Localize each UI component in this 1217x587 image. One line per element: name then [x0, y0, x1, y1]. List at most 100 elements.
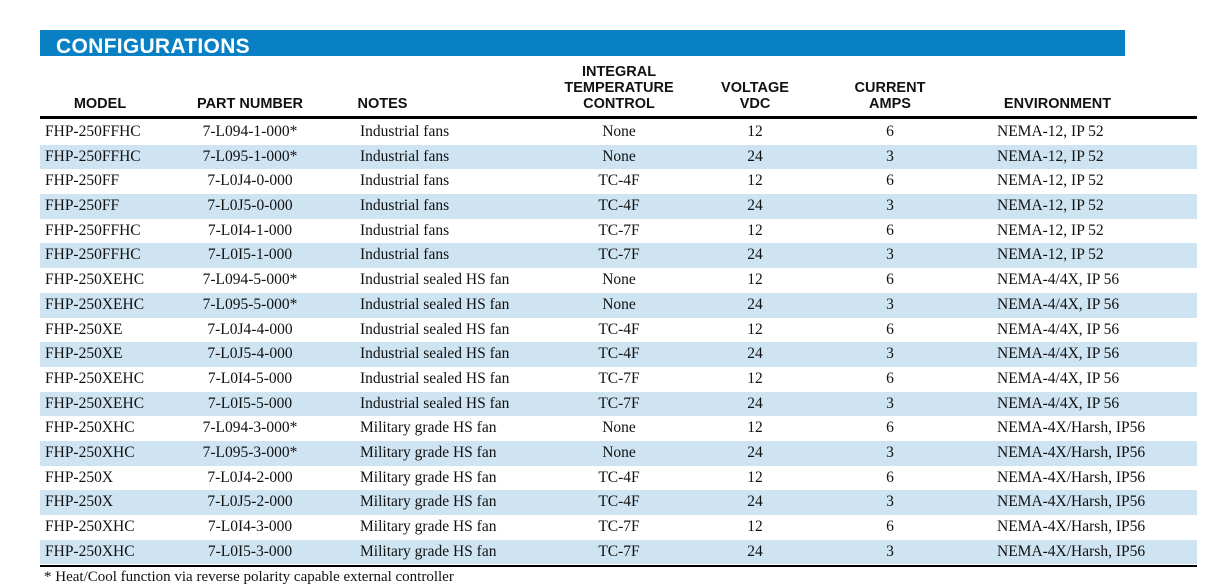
cell-voltage: 12: [747, 123, 763, 140]
cell-notes: Military grade HS fan: [360, 493, 497, 511]
column-header-part-number: PART NUMBER: [196, 96, 304, 112]
cell-part-number: 7-L0J5-0-000: [207, 197, 293, 215]
cell-environment: NEMA-12, IP 52: [997, 147, 1104, 165]
cell-temperature-control: TC-7F: [598, 221, 640, 239]
cell-temperature-control: None: [602, 295, 636, 313]
cell-temperature-control: TC-4F: [598, 197, 640, 215]
table-row: FHP-250XEHC 7-L095-5-000* Industrial seale…: [40, 292, 1197, 318]
column-header-environment: ENVIRONMENT: [1003, 96, 1112, 112]
cell-temperature-control: TC-4F: [598, 468, 640, 486]
table-body: FHP-250FFHC 7-L094-1-000* Industrial fans N…: [40, 120, 1197, 565]
cell-notes: Industrial sealed HS fan: [360, 394, 510, 412]
cell-temperature-control: None: [602, 123, 636, 140]
table-bottom-divider: [40, 565, 1197, 567]
cell-model: FHP-250FF: [45, 197, 120, 215]
cell-part-number: 7-L0J4-2-000: [207, 468, 293, 486]
cell-notes: Industrial sealed HS fan: [360, 320, 510, 338]
table-row: FHP-250X 7-L0J4-2-000 Military grade HS fa…: [40, 466, 1197, 491]
cell-temperature-control: None: [602, 147, 636, 165]
table-header: MODEL PART NUMBER NOTES INTEGRAL TEMPERA…: [40, 60, 1197, 116]
cell-model: FHP-250XE: [45, 345, 123, 363]
cell-model: FHP-250FFHC: [45, 147, 141, 165]
cell-model: FHP-250XHC: [45, 518, 135, 535]
cell-part-number: 7-L0I5-3-000: [207, 542, 293, 560]
cell-environment: NEMA-4X/Harsh, IP56: [997, 443, 1146, 461]
cell-temperature-control: TC-4F: [598, 172, 640, 190]
table-row: FHP-250FFHC 7-L094-1-000* Industrial fans N…: [40, 120, 1197, 145]
table-row: FHP-250XEHC 7-L094-5-000* Industrial seale…: [40, 268, 1197, 293]
cell-current: 3: [886, 542, 894, 560]
cell-part-number: 7-L095-5-000*: [202, 295, 298, 313]
cell-current: 6: [886, 369, 894, 387]
cell-part-number: 7-L095-1-000*: [202, 147, 298, 165]
cell-model: FHP-250FF: [45, 172, 120, 190]
table-row: FHP-250FFHC 7-L095-1-000* Industrial fans N…: [40, 144, 1197, 170]
cell-voltage: 12: [747, 419, 763, 437]
cell-model: FHP-250X: [45, 493, 114, 511]
cell-voltage: 24: [747, 345, 763, 363]
cell-notes: Military grade HS fan: [360, 542, 497, 560]
cell-environment: NEMA-4/4X, IP 56: [997, 345, 1120, 363]
cell-current: 3: [886, 295, 894, 313]
cell-environment: NEMA-4X/Harsh, IP56: [997, 419, 1146, 437]
cell-environment: NEMA-4X/Harsh, IP56: [997, 493, 1146, 511]
cell-temperature-control: TC-7F: [598, 542, 640, 560]
cell-part-number: 7-L0I5-1-000: [207, 246, 293, 264]
cell-part-number: 7-L0J5-2-000: [207, 493, 293, 511]
cell-voltage: 12: [747, 369, 763, 387]
table-row: FHP-250XHC 7-L0I5-3-000 Military grade HS …: [40, 539, 1197, 565]
cell-current: 3: [886, 147, 894, 165]
cell-voltage: 12: [747, 221, 763, 239]
section-title-banner: CONFIGURATIONS: [40, 30, 1125, 56]
footnote: * Heat/Cool function via reverse polarit…: [44, 569, 454, 585]
cell-part-number: 7-L094-1-000*: [202, 123, 298, 140]
cell-part-number: 7-L0J5-4-000: [207, 345, 293, 363]
table-row: FHP-250FF 7-L0J4-0-000 Industrial fans TC-4…: [40, 169, 1197, 194]
cell-temperature-control: None: [602, 419, 636, 437]
cell-temperature-control: None: [602, 271, 636, 289]
cell-part-number: 7-L094-3-000*: [202, 419, 298, 437]
cell-environment: NEMA-12, IP 52: [997, 123, 1104, 140]
cell-environment: NEMA-4/4X, IP 56: [997, 295, 1120, 313]
cell-environment: NEMA-4/4X, IP 56: [997, 394, 1120, 412]
cell-current: 3: [886, 345, 894, 363]
cell-part-number: 7-L0I5-5-000: [207, 394, 293, 412]
cell-current: 6: [886, 221, 894, 239]
cell-voltage: 24: [747, 394, 763, 412]
column-header-notes: NOTES: [357, 96, 408, 112]
cell-voltage: 12: [747, 320, 763, 338]
cell-current: 6: [886, 320, 894, 338]
cell-model: FHP-250FFHC: [45, 221, 141, 239]
cell-temperature-control: TC-7F: [598, 518, 640, 535]
cell-notes: Industrial fans: [360, 123, 450, 140]
cell-temperature-control: None: [602, 443, 636, 461]
cell-current: 3: [886, 197, 894, 215]
cell-current: 3: [886, 394, 894, 412]
cell-notes: Industrial fans: [360, 246, 450, 264]
cell-model: FHP-250FFHC: [45, 123, 141, 140]
cell-notes: Industrial fans: [360, 197, 450, 215]
cell-model: FHP-250X: [45, 468, 114, 486]
cell-voltage: 24: [747, 295, 763, 313]
table-row: FHP-250XE 7-L0J5-4-000 Industrial sealed H…: [40, 342, 1197, 367]
cell-model: FHP-250XEHC: [45, 369, 145, 387]
cell-part-number: 7-L0J4-4-000: [207, 320, 293, 338]
cell-voltage: 12: [747, 271, 763, 289]
cell-current: 6: [886, 518, 894, 535]
cell-model: FHP-250XHC: [45, 443, 135, 461]
cell-notes: Military grade HS fan: [360, 443, 497, 461]
cell-environment: NEMA-4X/Harsh, IP56: [997, 468, 1146, 486]
table-row: FHP-250XE 7-L0J4-4-000 Industrial sealed H…: [40, 318, 1197, 343]
cell-notes: Industrial fans: [360, 147, 450, 165]
cell-environment: NEMA-12, IP 52: [997, 246, 1104, 264]
cell-environment: NEMA-4X/Harsh, IP56: [997, 518, 1146, 535]
cell-environment: NEMA-4/4X, IP 56: [997, 320, 1120, 338]
cell-model: FHP-250XE: [45, 320, 123, 338]
cell-voltage: 12: [747, 518, 763, 535]
cell-voltage: 24: [747, 542, 763, 560]
table-row: FHP-250XEHC 7-L0I5-5-000 Industrial sealed…: [40, 391, 1197, 417]
cell-voltage: 12: [747, 468, 763, 486]
cell-current: 3: [886, 443, 894, 461]
cell-notes: Military grade HS fan: [360, 468, 497, 486]
cell-temperature-control: TC-7F: [598, 394, 640, 412]
